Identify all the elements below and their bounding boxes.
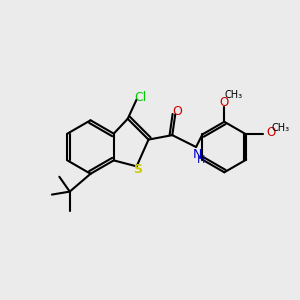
Text: S: S [134,163,142,176]
Text: CH₃: CH₃ [271,123,290,133]
Text: O: O [172,105,182,118]
Text: H: H [197,155,206,165]
Text: O: O [220,96,229,109]
Text: CH₃: CH₃ [224,90,242,100]
Text: O: O [266,126,275,140]
Text: Cl: Cl [134,92,146,104]
Text: N: N [193,148,202,161]
